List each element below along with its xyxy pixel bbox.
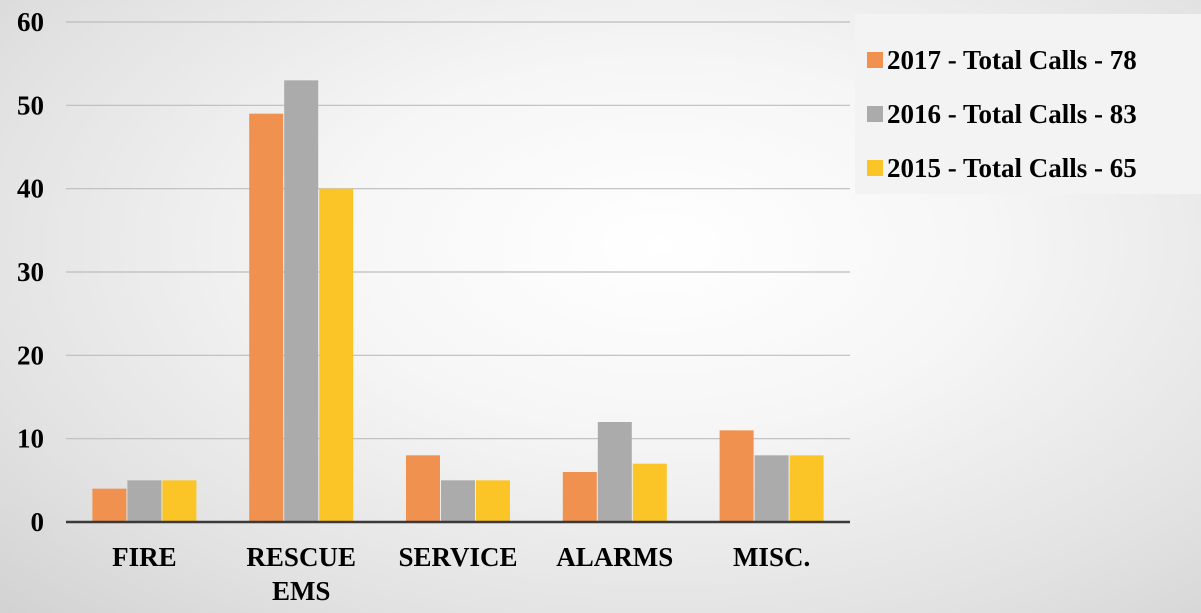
x-category-label-0: FIRE [112,542,177,572]
legend-label-2015: 2015 - Total Calls - 65 [887,152,1137,183]
x-category-label-1: RESCUE EMS [246,542,356,606]
gridlines [66,21,850,440]
bar-service-series-0 [406,455,440,522]
y-tick-label-40: 40 [17,174,44,204]
bars [92,80,824,523]
legend-label-2016: 2016 - Total Calls - 83 [887,98,1137,129]
bar-rescue-ems-series-1 [284,80,319,522]
bar-service-series-2 [476,480,510,522]
bar-misc-series-1 [754,455,789,522]
y-tick-label-10: 10 [17,424,44,454]
bar-rescue-ems-series-0 [249,113,284,523]
x-category-label-2: SERVICE [398,542,517,572]
bar-fire-series-2 [162,480,197,522]
bar-alarms-series-2 [632,463,667,522]
legend-label-2017: 2017 - Total Calls - 78 [887,44,1137,75]
bar-alarms-series-1 [597,422,632,522]
bar-rescue-ems-series-2 [319,188,354,522]
x-axis-categories: FIRE RESCUE EMS SERVICE ALARMS MISC. [112,542,810,606]
y-tick-label-50: 50 [17,90,44,120]
bar-alarms-series-0 [562,472,597,522]
legend-swatch-2016 [867,106,883,122]
bar-misc-series-2 [789,455,824,522]
bar-fire-series-1 [127,480,162,522]
y-tick-label-20: 20 [17,340,44,370]
y-tick-label-0: 0 [31,507,45,537]
legend-item-2016: 2016 - Total Calls - 83 [867,94,1137,134]
bar-service-series-1 [441,480,475,522]
y-tick-label-60: 60 [17,7,44,37]
legend: 2017 - Total Calls - 78 2016 - Total Cal… [855,14,1201,194]
bar-misc-series-0 [719,430,754,522]
legend-swatch-2015 [867,160,883,176]
x-category-label-3: ALARMS [556,542,673,572]
y-axis-ticks: 0 10 20 30 40 50 60 [17,7,44,537]
legend-swatch-2017 [867,52,883,68]
bar-fire-series-0 [92,488,127,522]
legend-item-2015: 2015 - Total Calls - 65 [867,148,1137,188]
y-tick-label-30: 30 [17,257,44,287]
x-category-label-4: MISC. [733,542,810,572]
legend-item-2017: 2017 - Total Calls - 78 [867,40,1137,80]
